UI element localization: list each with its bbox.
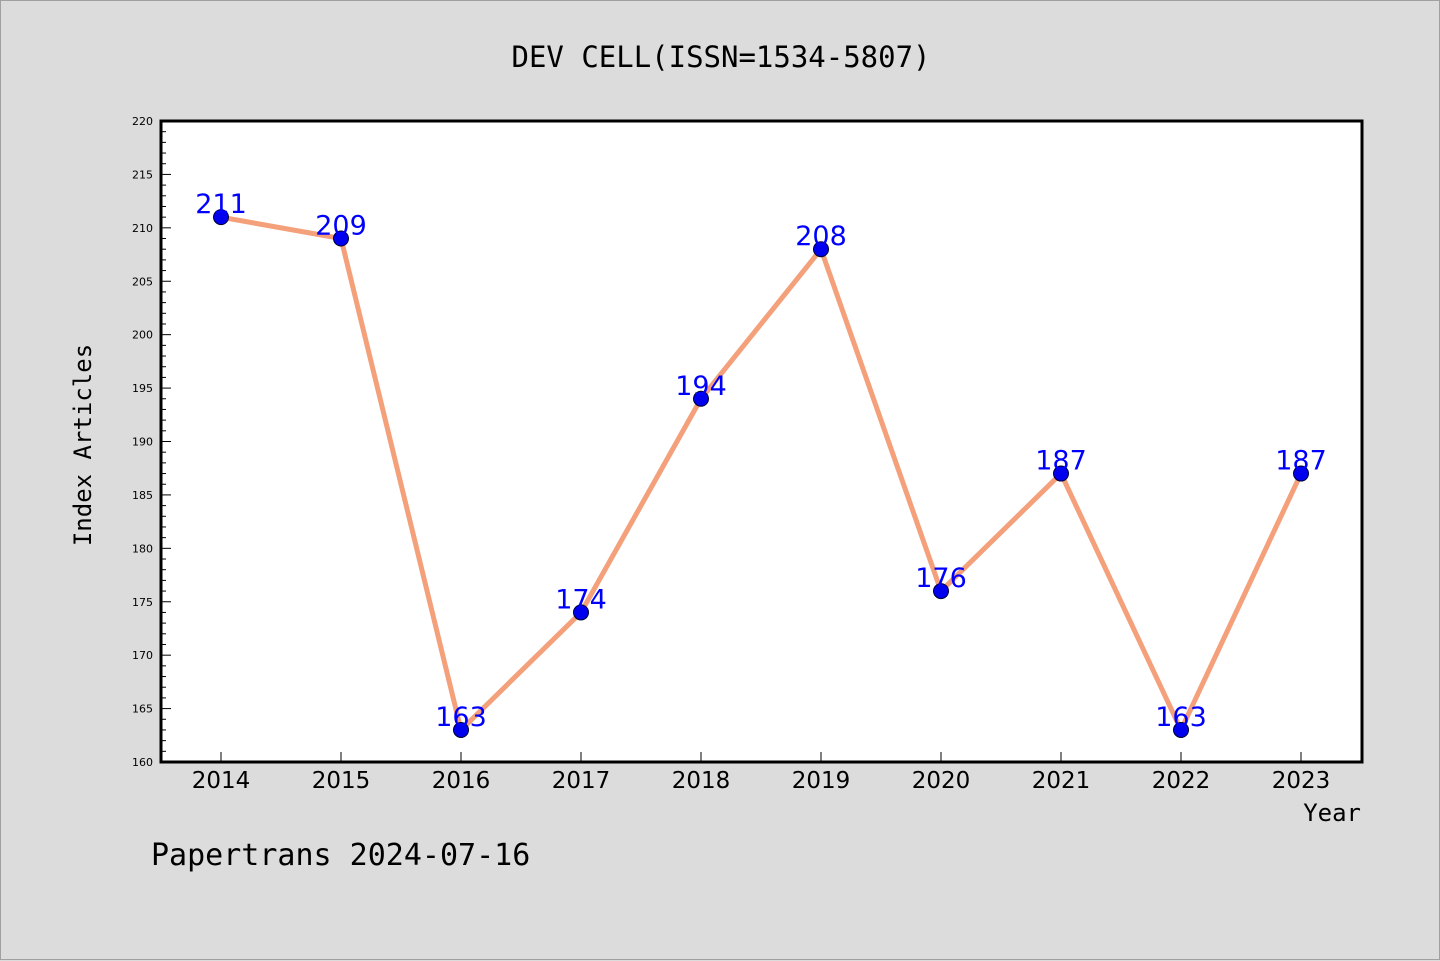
- data-labels: 211 209 163 174 194 208 176 187 163 187: [195, 189, 1327, 733]
- plot-area: [161, 121, 1362, 762]
- data-label: 194: [675, 371, 727, 402]
- data-label: 163: [1155, 702, 1207, 733]
- series-line: [220, 214, 1304, 733]
- x-tick-label: 2017: [552, 768, 611, 794]
- data-label: 176: [915, 563, 967, 594]
- y-tick-label: 165: [132, 703, 153, 716]
- x-axis-label: Year: [1303, 799, 1361, 827]
- data-point: [573, 604, 589, 621]
- y-tick-label: 200: [132, 329, 153, 342]
- data-point: [1053, 465, 1069, 482]
- y-tick-label: 170: [132, 649, 153, 662]
- x-tick-label: 2018: [672, 768, 731, 794]
- y-tick-label: 180: [132, 542, 153, 555]
- data-label: 208: [795, 221, 847, 252]
- y-tick-label: 175: [132, 596, 153, 609]
- data-point: [813, 241, 829, 258]
- data-point: [213, 209, 229, 226]
- y-tick-label: 210: [132, 222, 153, 235]
- x-tick-label: 2023: [1272, 768, 1331, 794]
- data-point: [1293, 465, 1309, 482]
- y-tick-label: 215: [132, 168, 153, 181]
- y-tick-label: 195: [132, 382, 153, 395]
- data-point: [693, 390, 709, 407]
- data-points: [213, 209, 1309, 738]
- x-axis-ticks: 2014 2015 2016 2017 2018 2019 2020 2021 2022 2023: [192, 752, 1331, 794]
- x-tick-label: 2015: [312, 768, 371, 794]
- y-tick-label: 220: [132, 115, 153, 128]
- y-axis-label: Index Articles: [69, 344, 97, 546]
- x-tick-label: 2014: [192, 768, 251, 794]
- y-tick-label: 185: [132, 489, 153, 502]
- data-label: 187: [1275, 446, 1327, 477]
- plot-border: [159, 119, 1364, 764]
- data-point: [453, 721, 469, 738]
- watermark-text: Papertrans 2024-07-16: [151, 838, 530, 873]
- data-label: 163: [435, 702, 487, 733]
- data-label: 211: [195, 189, 247, 220]
- y-axis-ticks: 160 165 170 175 180 185 190 195 200 205 210 215 220: [132, 115, 171, 769]
- y-tick-label: 205: [132, 275, 153, 288]
- x-tick-label: 2019: [792, 768, 851, 794]
- y-tick-label: 190: [132, 436, 153, 449]
- data-label: 174: [555, 584, 607, 615]
- x-tick-label: 2022: [1152, 768, 1211, 794]
- x-tick-label: 2020: [912, 768, 971, 794]
- data-label: 209: [315, 211, 367, 242]
- data-point: [1173, 721, 1189, 738]
- data-point: [933, 583, 949, 600]
- y-tick-label: 160: [132, 756, 153, 769]
- data-point: [333, 230, 349, 247]
- x-tick-label: 2021: [1032, 768, 1091, 794]
- data-label: 187: [1035, 446, 1087, 477]
- x-tick-label: 2016: [432, 768, 491, 794]
- chart-title: DEV CELL(ISSN=1534-5807): [511, 40, 930, 74]
